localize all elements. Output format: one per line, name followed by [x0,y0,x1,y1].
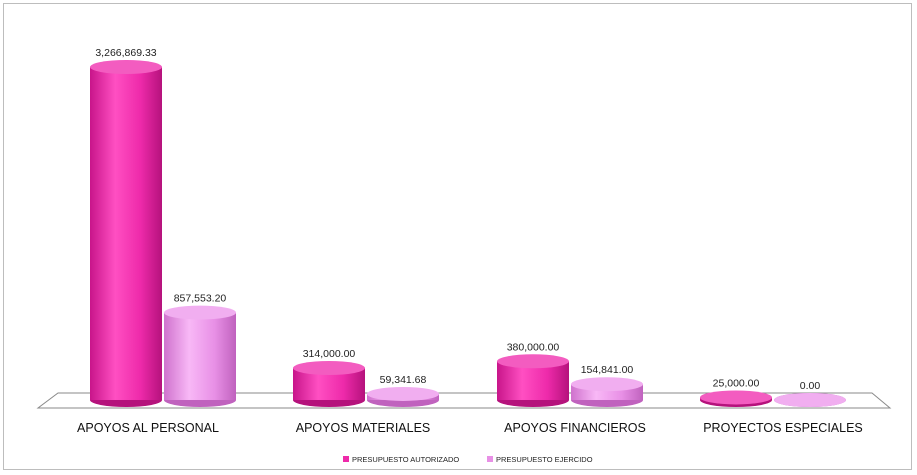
legend-swatch-autorizado [343,456,349,462]
bar-top-apoyos-financieros-autorizado [497,354,569,369]
category-label-apoyos-financieros: APOYOS FINANCIEROS [504,421,646,435]
value-label-proyectos-especiales-ejercido: 0.00 [800,380,821,392]
legend-swatch-ejercido [487,456,493,462]
bar-proyectos-especiales-ejercido [774,393,846,407]
bar-apoyos-financieros-autorizado [497,354,569,407]
bar-top-apoyos-materiales-ejercido [367,386,439,401]
value-label-apoyos-financieros-autorizado: 380,000.00 [507,341,560,353]
bar-top-apoyos-al-personal-autorizado [90,60,162,74]
bar-apoyos-materiales-ejercido [367,386,439,407]
bars-layer [90,60,846,407]
legend-label-autorizado: PRESUPUESTO AUTORIZADO [352,455,459,464]
legend: PRESUPUESTO AUTORIZADO PRESUPUESTO EJERC… [343,455,593,464]
category-label-apoyos-al-personal: APOYOS AL PERSONAL [77,421,219,435]
value-label-apoyos-materiales-autorizado: 314,000.00 [303,348,356,360]
bar-top-apoyos-al-personal-ejercido [164,305,236,320]
value-labels-layer: 3,266,869.33 857,553.20 314,000.00 59,341.6… [95,47,820,392]
bar-top-apoyos-financieros-ejercido [571,377,643,392]
value-label-apoyos-al-personal-autorizado: 3,266,869.33 [95,47,156,59]
chart-floor [36,392,892,409]
value-label-apoyos-al-personal-ejercido: 857,553.20 [174,293,227,305]
bar-top-apoyos-materiales-autorizado [293,360,365,375]
legend-label-ejercido: PRESUPUESTO EJERCIDO [496,455,593,464]
bar-body-apoyos-al-personal-ejercido [164,312,236,400]
value-label-proyectos-especiales-autorizado: 25,000.00 [713,377,760,389]
bar-apoyos-financieros-ejercido [571,377,643,407]
value-label-apoyos-financieros-ejercido: 154,841.00 [581,364,634,376]
category-label-apoyos-materiales: APOYOS MATERIALES [296,421,431,435]
value-label-apoyos-materiales-ejercido: 59,341.68 [380,374,427,386]
bar-apoyos-al-personal-ejercido [164,305,236,407]
bar-body-apoyos-al-personal-autorizado [90,67,162,400]
bar-proyectos-especiales-autorizado [700,390,772,407]
bar-top-proyectos-especiales-autorizado [700,390,772,405]
bar-top-proyectos-especiales-ejercido [774,393,846,407]
bar-apoyos-materiales-autorizado [293,360,365,407]
bar-apoyos-al-personal-autorizado [90,60,162,407]
category-label-proyectos-especiales: PROYECTOS ESPECIALES [703,421,863,435]
